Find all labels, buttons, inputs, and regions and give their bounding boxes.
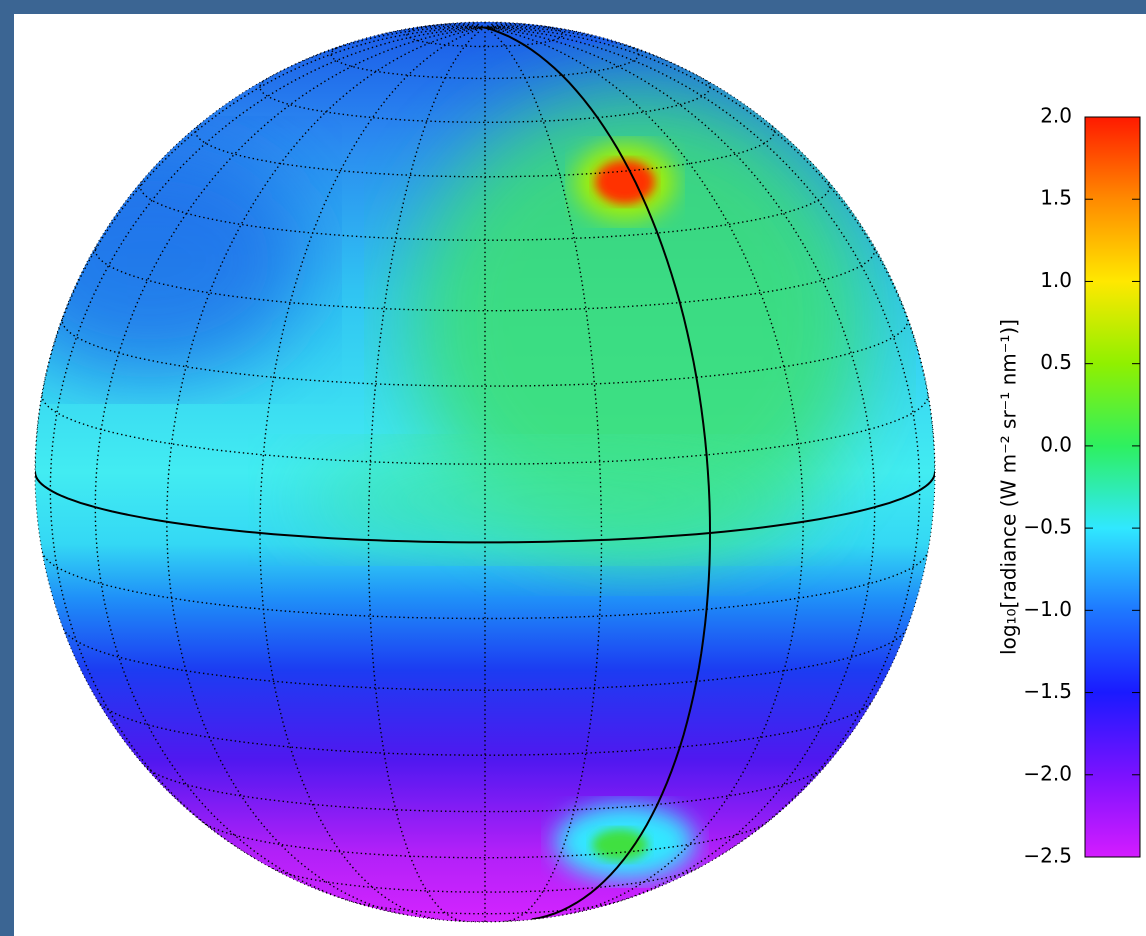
colorbar-tick-label: −2.0	[1023, 761, 1072, 785]
globe	[35, 22, 935, 922]
reference-line	[484, 26, 712, 921]
colorbar-tick-label: 1.5	[1040, 186, 1072, 210]
green-region	[410, 90, 870, 550]
colorbar-tick-label: 2.0	[1040, 104, 1072, 128]
grid-line	[468, 22, 486, 29]
colorbar-tick-label: −1.0	[1023, 597, 1072, 621]
grid-line	[259, 26, 486, 921]
colorbar-tick-label: −2.5	[1023, 844, 1072, 868]
graticule	[35, 22, 935, 922]
colorbar-tick-label: 0.0	[1040, 432, 1072, 456]
grid-line	[259, 78, 711, 124]
grid-line	[484, 25, 593, 36]
hot-spot	[595, 160, 655, 204]
colorbar-tick-label: −1.5	[1023, 679, 1072, 703]
grid-line	[139, 180, 831, 241]
colorbar-tick-label: 1.0	[1040, 268, 1072, 292]
colorbar-tick-label: −0.5	[1023, 515, 1072, 539]
colorbar	[1084, 116, 1141, 858]
grid-line	[377, 25, 486, 36]
grid-line	[194, 123, 776, 178]
colorbar-label: log₁₀[radiance (W m⁻² sr⁻¹ nm⁻¹)]	[997, 319, 1021, 655]
spot	[592, 829, 648, 861]
grid-line	[96, 700, 874, 756]
grid-line	[41, 551, 929, 620]
grid-line	[62, 628, 908, 691]
green-band	[300, 445, 820, 555]
grid-line	[450, 920, 520, 922]
grid-line	[201, 821, 769, 859]
colorbar-tick-label: 0.5	[1040, 350, 1072, 374]
grid-line	[49, 26, 486, 860]
grid-line	[484, 26, 921, 860]
limb	[34, 21, 936, 923]
grid-line	[330, 43, 640, 80]
grid-line	[484, 22, 502, 29]
